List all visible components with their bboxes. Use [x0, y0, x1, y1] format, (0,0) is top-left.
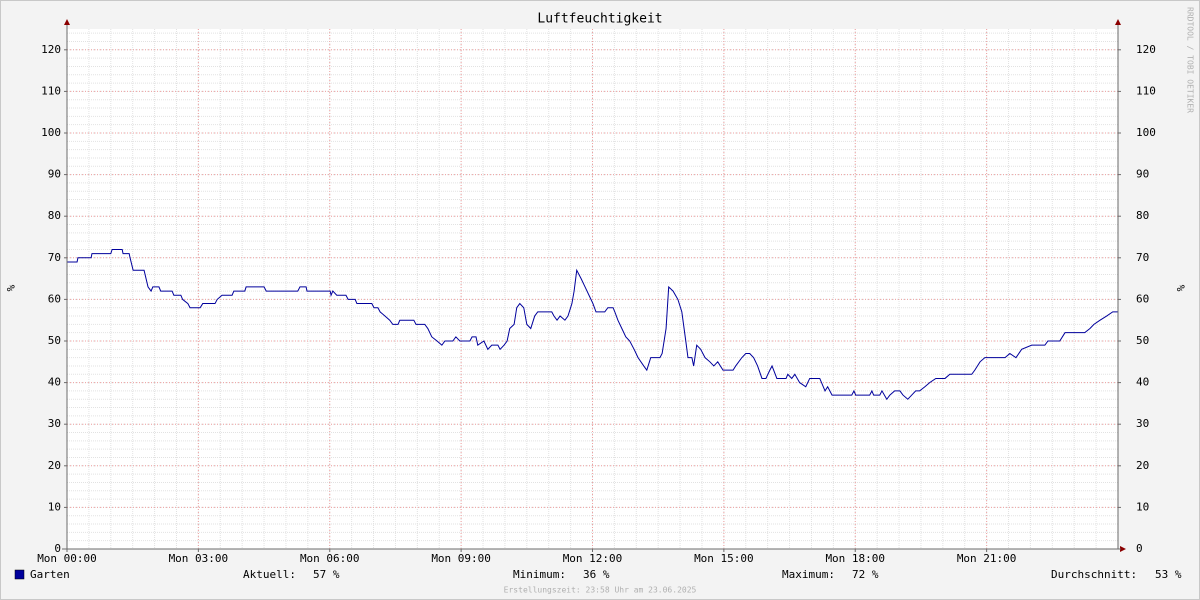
footer: Erstellungszeit: 23:58 Uhr am 23.06.2025: [504, 586, 697, 595]
legend: Garten Aktuell: 57 % Minimum: 36 % Maximum: 72…: [14, 568, 1182, 581]
y2-tick-label: 30: [1136, 417, 1149, 430]
y2-tick-label: 90: [1136, 168, 1149, 181]
series-line: [67, 248, 1118, 401]
stat-label: Aktuell:: [243, 568, 296, 581]
series-layer: [67, 248, 1118, 401]
y2-tick-label: 110: [1136, 84, 1156, 97]
y2-tick-label: 100: [1136, 126, 1156, 139]
x-tick-label: Mon 09:00: [431, 552, 491, 565]
y-tick-label: 70: [48, 251, 61, 264]
legend-swatch: [14, 569, 25, 580]
y2-tick-label: 120: [1136, 43, 1156, 56]
y-tick-label: 10: [48, 500, 61, 513]
x-tick-label: Mon 03:00: [169, 552, 229, 565]
y-tick-label: 0: [54, 542, 61, 555]
y2-tick-label: 0: [1136, 542, 1143, 555]
y2-tick-label: 20: [1136, 459, 1149, 472]
y-tick-label: 120: [41, 43, 61, 56]
y-tick-label: 100: [41, 126, 61, 139]
y2-tick-label: 70: [1136, 251, 1149, 264]
x-tick-label: Mon 15:00: [694, 552, 754, 565]
stat-label: Minimum:: [513, 568, 566, 581]
stat-value: 53 %: [1155, 568, 1182, 581]
y-tick-label: 40: [48, 376, 61, 389]
axis-arrow: [64, 19, 70, 25]
y-tick-label: 90: [48, 168, 61, 181]
x-tick-label: Mon 21:00: [957, 552, 1017, 565]
axis-arrow: [1115, 19, 1121, 25]
y-tick-label: 80: [48, 209, 61, 222]
stat-label: Durchschnitt:: [1051, 568, 1137, 581]
stat-value: 72 %: [852, 568, 879, 581]
stat-value: 57 %: [313, 568, 340, 581]
x-tick-label: Mon 06:00: [300, 552, 360, 565]
y2-tick-label: 60: [1136, 292, 1149, 305]
x-tick-label: Mon 12:00: [563, 552, 623, 565]
y-tick-label: 50: [48, 334, 61, 347]
y-tick-label: 110: [41, 84, 61, 97]
y2-tick-label: 40: [1136, 376, 1149, 389]
stat-value: 36 %: [583, 568, 610, 581]
axis-arrow: [1120, 546, 1126, 552]
y2-tick-label: 10: [1136, 500, 1149, 513]
legend-label: Garten: [30, 568, 70, 581]
y-tick-label: 30: [48, 417, 61, 430]
chart-title: Luftfeuchtigkeit: [537, 12, 662, 27]
x-tick-label: Mon 18:00: [825, 552, 885, 565]
y-tick-label: 60: [48, 292, 61, 305]
stat-label: Maximum:: [782, 568, 835, 581]
y-tick-label: 20: [48, 459, 61, 472]
y2-tick-label: 50: [1136, 334, 1149, 347]
y2-axis-label: %: [1174, 285, 1187, 292]
y2-tick-label: 80: [1136, 209, 1149, 222]
y-axis-label: %: [4, 285, 17, 292]
x-tick-label: Mon 00:00: [37, 552, 97, 565]
watermark: RRDTOOL / TOBI OETIKER: [1186, 7, 1195, 113]
